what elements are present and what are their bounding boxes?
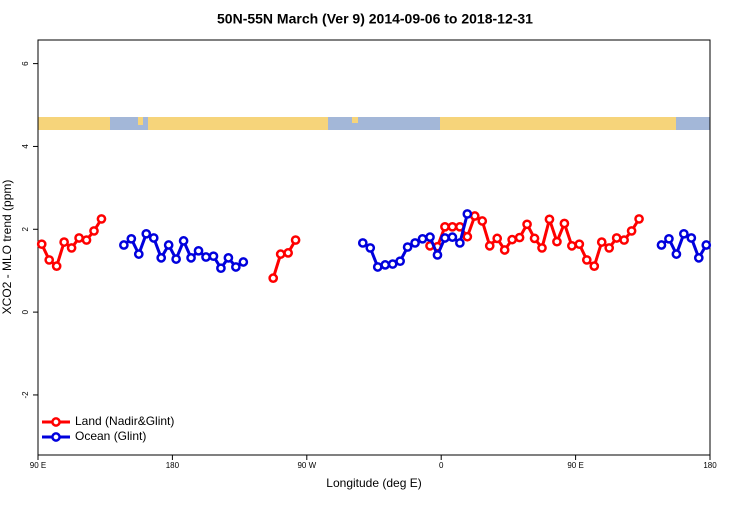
y-tick-label: 6 — [21, 61, 30, 66]
data-point — [372, 262, 383, 272]
data-point — [484, 240, 495, 251]
data-point — [567, 240, 577, 251]
data-point — [395, 256, 405, 267]
data-point — [44, 255, 55, 265]
data-point — [283, 248, 293, 258]
data-point — [581, 255, 592, 265]
data-point — [544, 214, 555, 225]
data-point — [701, 240, 712, 250]
x-axis-label: Longitude (deg E) — [326, 476, 421, 490]
data-point — [611, 233, 622, 243]
data-point — [148, 233, 159, 243]
data-point — [365, 243, 376, 253]
data-point — [664, 233, 674, 244]
data-point — [59, 237, 69, 247]
y-tick-label: 2 — [21, 227, 30, 232]
data-point — [477, 216, 488, 226]
data-point — [141, 228, 152, 239]
data-point — [626, 226, 637, 236]
y-tick-label: -2 — [21, 391, 30, 399]
data-point — [559, 218, 570, 229]
data-point — [499, 245, 510, 255]
data-point — [402, 242, 413, 252]
data-point — [186, 253, 196, 263]
x-tick-label: 180 — [703, 461, 717, 470]
data-point — [231, 262, 241, 272]
data-point — [514, 232, 525, 243]
data-point — [36, 239, 47, 250]
series-line — [40, 213, 641, 279]
data-point — [119, 240, 129, 250]
data-point — [81, 235, 92, 245]
legend-label: Land (Nadir&Glint) — [75, 414, 174, 428]
data-point — [462, 231, 473, 242]
data-point — [589, 261, 600, 271]
data-point — [425, 232, 435, 242]
x-tick-label: 90 W — [297, 461, 316, 470]
data-point — [671, 249, 682, 259]
legend-marker — [51, 417, 61, 427]
data-point — [455, 238, 465, 248]
x-tick-label: 0 — [439, 461, 444, 470]
data-point — [74, 233, 84, 243]
data-point — [178, 236, 189, 246]
data-point — [596, 237, 607, 247]
data-point — [380, 260, 391, 270]
data-point — [552, 236, 562, 247]
data-point — [604, 243, 615, 253]
data-point — [208, 251, 219, 262]
data-point — [290, 235, 301, 245]
y-tick-label: 4 — [21, 144, 30, 149]
data-point — [268, 273, 279, 283]
legend-marker — [51, 432, 61, 442]
data-point — [96, 214, 107, 224]
data-point — [357, 238, 368, 248]
y-tick-label: 0 — [21, 309, 30, 314]
data-point — [66, 243, 77, 253]
x-tick-label: 180 — [166, 461, 180, 470]
data-point — [686, 233, 697, 243]
data-point — [417, 233, 428, 244]
data-point — [574, 239, 585, 250]
data-point — [89, 226, 99, 236]
data-point — [679, 228, 689, 239]
data-point — [216, 263, 226, 274]
data-point — [693, 253, 704, 263]
data-point — [238, 257, 249, 267]
data-point — [492, 233, 503, 244]
data-point — [634, 214, 644, 224]
data-point — [462, 209, 473, 219]
x-tick-label: 90 E — [30, 461, 46, 470]
data-point — [440, 233, 450, 243]
data-point — [529, 233, 540, 244]
data-point — [133, 249, 144, 259]
data-point — [507, 234, 517, 245]
data-point — [126, 233, 137, 244]
data-point — [447, 221, 458, 232]
data-point — [522, 219, 532, 230]
data-point — [387, 259, 398, 269]
data-point — [163, 240, 174, 250]
data-point — [619, 235, 629, 245]
data-point — [440, 221, 450, 232]
map-strip — [38, 117, 710, 130]
data-point — [275, 249, 286, 259]
x-tick-label: 90 E — [567, 461, 583, 470]
chart-title: 50N-55N March (Ver 9) 2014-09-06 to 2018… — [217, 11, 533, 27]
data-point — [171, 254, 181, 264]
data-point — [156, 253, 167, 263]
data-point — [432, 250, 443, 260]
legend-label: Ocean (Glint) — [75, 429, 146, 443]
data-point — [469, 211, 480, 221]
data-point — [201, 252, 211, 262]
data-point — [537, 243, 547, 253]
data-point — [193, 245, 204, 256]
data-point — [656, 240, 667, 250]
data-point — [447, 232, 458, 242]
data-point — [410, 238, 420, 248]
y-axis-label: XCO2 - MLO trend (ppm) — [0, 180, 14, 315]
data-point — [223, 253, 234, 263]
data-point — [51, 261, 62, 271]
